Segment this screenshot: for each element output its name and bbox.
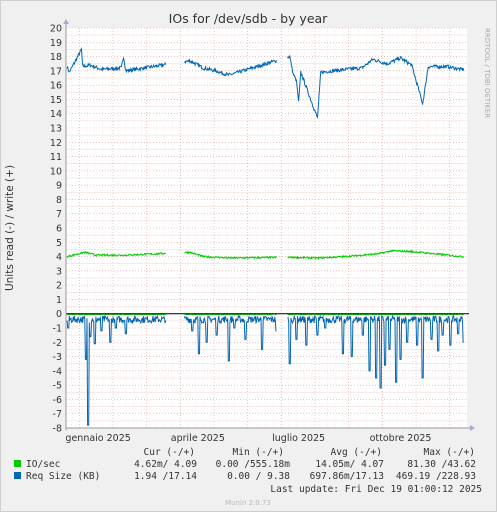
y-tick-label: 6 [56, 224, 62, 235]
chart-title: IOs for /dev/sdb - by year [169, 11, 329, 26]
series-io-write-line [66, 249, 465, 261]
y-tick-label: 5 [56, 238, 62, 249]
y-tick-label: 3 [56, 266, 62, 277]
y-tick-label: -5 [53, 381, 62, 392]
y-tick-label: -1 [53, 324, 62, 335]
y-tick-label: 13 [50, 124, 62, 135]
legend-header-min: Min (-/+) [233, 447, 284, 458]
x-tick-label: ottobre 2025 [370, 433, 432, 444]
series-reqsize-read-line [66, 314, 464, 426]
legend-label-reqsize: Req Size (KB) [26, 471, 100, 482]
legend-io-max: 81.30 /43.62 [407, 459, 476, 470]
y-tick-label: -3 [53, 352, 62, 363]
legend-reqsize-max: 469.19 /228.93 [396, 471, 476, 482]
y-tick-label: 20 [50, 24, 62, 35]
y-tick-label: 15 [50, 95, 62, 106]
y-tick-label: 7 [56, 209, 62, 220]
legend-reqsize-cur: 1.94 /17.14 [134, 471, 197, 482]
y-tick-label: 16 [50, 81, 62, 92]
y-tick-label: 0 [56, 309, 62, 320]
series-reqsize-write-line [66, 47, 465, 119]
y-tick-label: -8 [53, 424, 62, 435]
x-tick-label: luglio 2025 [272, 433, 325, 444]
legend-io-min: 0.00 /555.18m [216, 459, 291, 470]
legend-label-io: IO/sec [26, 459, 60, 470]
y-axis-label: Units read (-) / write (+) [4, 165, 16, 291]
y-tick-label: 17 [50, 66, 62, 77]
y-tick-label: -2 [53, 338, 62, 349]
legend-reqsize-min: 0.00 / 9.38 [227, 471, 290, 482]
y-tick-label: 1 [56, 295, 62, 306]
y-tick-label: 4 [56, 252, 62, 263]
legend-header-max: Max (-/+) [424, 447, 475, 458]
y-tick-label: -4 [53, 366, 62, 377]
legend: Cur (-/+) Min (-/+) Avg (-/+) Max (-/+) … [14, 447, 482, 495]
legend-swatch-reqsize [14, 472, 21, 479]
y-tick-label: 19 [50, 38, 62, 49]
grid [66, 27, 467, 429]
y-axis-arrow [63, 19, 69, 24]
y-tick-label: 8 [56, 195, 62, 206]
x-axis-arrow [470, 425, 475, 431]
legend-header-avg: Avg (-/+) [331, 447, 382, 458]
legend-io-avg: 14.05m/ 4.07 [315, 459, 384, 470]
y-tick-label: 2 [56, 281, 62, 292]
munin-footer: Munin 2.0.73 [225, 499, 271, 507]
axes: 20191817161514131211109876543210-1-2-3-4… [50, 19, 475, 444]
y-tick-label: 12 [50, 138, 62, 149]
legend-header-cur: Cur (-/+) [144, 447, 195, 458]
y-tick-label: -7 [53, 409, 62, 420]
y-tick-label: 14 [50, 109, 62, 120]
legend-io-cur: 4.62m/ 4.09 [134, 459, 197, 470]
y-tick-label: -6 [53, 395, 62, 406]
y-tick-label: 9 [56, 181, 62, 192]
y-tick-label: 11 [50, 152, 62, 163]
x-tick-label: aprile 2025 [171, 433, 225, 444]
x-tick-label: gennaio 2025 [65, 433, 130, 444]
y-tick-label: 10 [50, 166, 62, 177]
legend-swatch-io [14, 460, 21, 467]
y-tick-label: 18 [50, 52, 62, 63]
rrdtool-watermark: RRDTOOL / TOBI OETIKER [483, 28, 491, 118]
legend-reqsize-avg: 697.86m/17.13 [310, 471, 384, 482]
last-update: Last update: Fri Dec 19 01:00:12 2025 [270, 484, 482, 495]
